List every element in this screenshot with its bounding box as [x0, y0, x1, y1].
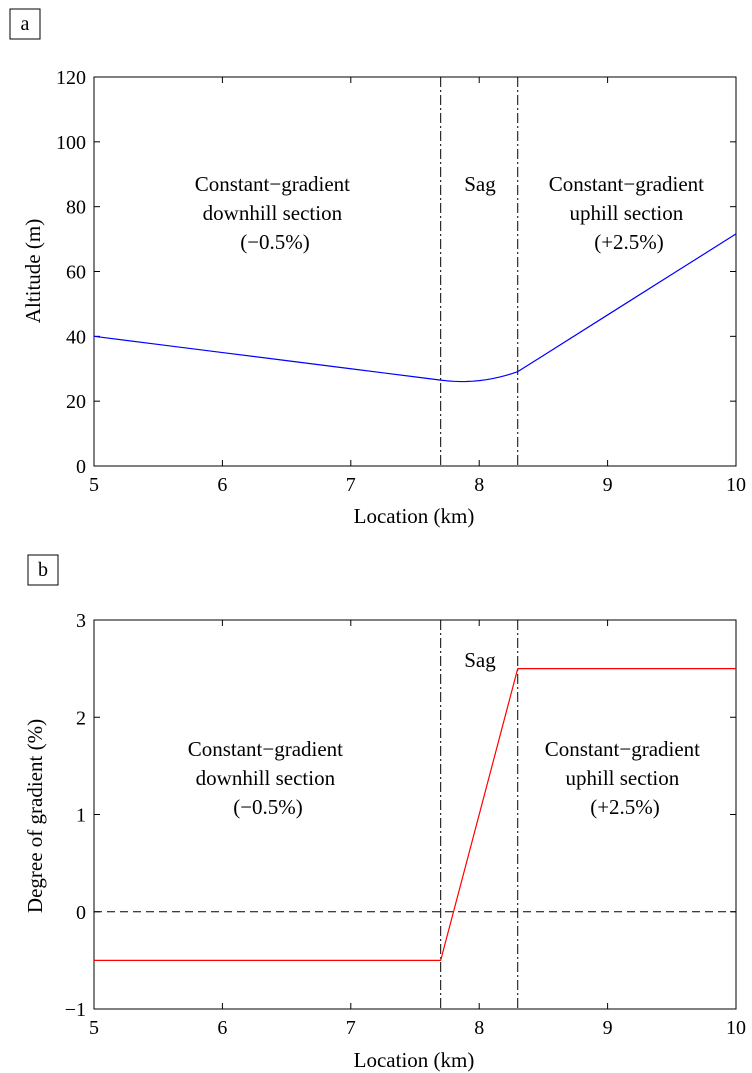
panel-a-plot-border [93, 76, 737, 467]
panel-a-x-axis-label: Location (km) [354, 504, 475, 528]
panel-a-y-axis-label: Altitude (m) [21, 219, 45, 323]
panel-a-y-tick-label: 60 [66, 262, 86, 284]
panel-b-x-tick-label: 10 [726, 1017, 746, 1039]
panel-b-x-axis-label: Location (km) [354, 1048, 475, 1072]
panel-a-axes-frame [93, 76, 737, 467]
panel-a-series [93, 233, 737, 383]
panel-b-y-tick-label: 3 [76, 610, 86, 632]
panel-b-x-tick-label: 6 [217, 1017, 227, 1039]
panel-a-annotation-sag: Sag [464, 172, 496, 196]
panel-b-section-boundaries [440, 620, 519, 1009]
panel-a-tag-label: a [21, 13, 30, 35]
panel-a-x-tick-label: 7 [346, 474, 356, 496]
panel-b-y-tick-label: 2 [76, 707, 86, 729]
panel-a-x-tick-label: 8 [474, 474, 484, 496]
panel-b-annotation-sag: Sag [464, 648, 496, 672]
panel-a-y-tick-label: 100 [56, 132, 86, 154]
panel-b-x-tick-label: 8 [474, 1017, 484, 1039]
panel-a-tag: a [9, 8, 41, 40]
panel-b-y-tick-label: 1 [76, 805, 86, 827]
panel-a-y-tick-label: 40 [66, 326, 86, 348]
panel-b-series [94, 668, 736, 961]
panel-a-section-boundaries [440, 77, 519, 466]
panel-b-x-tick-label: 9 [603, 1017, 613, 1039]
panel-a-y-tick-label: 120 [56, 67, 86, 89]
panel-a-annotation-downhill: Constant−gradient downhill section (−0.5… [195, 172, 356, 254]
panel-a-y-tick-label: 0 [76, 456, 86, 478]
panel-b-x-tick-label: 5 [89, 1017, 99, 1039]
panel-a-y-tick-label: 20 [66, 391, 86, 413]
panel-b-tag: b [27, 554, 59, 586]
panel-b-annotation-downhill: Constant−gradient downhill section (−0.5… [188, 737, 349, 819]
panel-a-series-line [93, 233, 737, 383]
panel-b-y-tick-label: 0 [76, 902, 86, 924]
panel-b: b 5 6 7 8 9 10 −1 0 1 2 3 Constant−gradient downhi… [23, 554, 746, 1072]
panel-b-ticks: 5 6 7 8 9 10 −1 0 1 2 3 [65, 610, 746, 1039]
panel-a-x-tick-label: 10 [726, 474, 746, 496]
panel-a-y-tick-label: 80 [66, 197, 86, 219]
panel-b-x-tick-label: 7 [346, 1017, 356, 1039]
panel-a-x-tick-label: 6 [217, 474, 227, 496]
panel-b-y-tick-label: −1 [65, 999, 86, 1021]
panel-b-tag-label: b [38, 559, 48, 581]
panel-b-y-axis-label: Degree of gradient (%) [23, 719, 47, 913]
panel-a-x-tick-label: 5 [89, 474, 99, 496]
panel-b-annotation-uphill: Constant−gradient uphill section (+2.5%) [545, 737, 706, 819]
panel-a-annotation-uphill: Constant−gradient uphill section (+2.5%) [549, 172, 710, 254]
panel-b-series-line [94, 668, 736, 961]
panel-a-x-tick-label: 9 [603, 474, 613, 496]
